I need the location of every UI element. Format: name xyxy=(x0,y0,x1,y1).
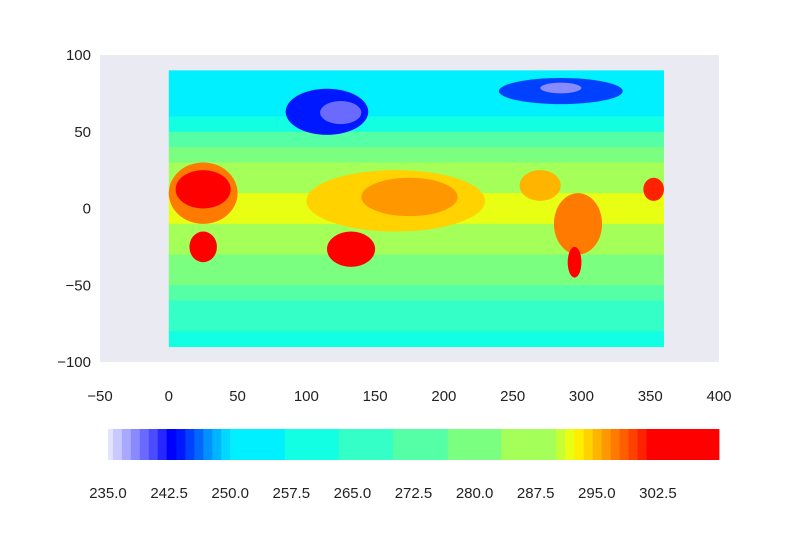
field-band xyxy=(168,131,664,148)
field-band xyxy=(168,300,664,317)
field-region-australia xyxy=(326,231,376,267)
colorbar-segment xyxy=(130,429,141,460)
colorbar-segment xyxy=(148,429,159,460)
colorbar-tick-label: 295.0 xyxy=(578,485,616,502)
field-region-sahara-hot-core xyxy=(175,170,231,209)
colorbar-tick-label: 265.0 xyxy=(334,485,372,502)
temperature-field xyxy=(168,70,664,348)
field-region-west-africa-edge xyxy=(643,177,664,201)
x-tick-label: −50 xyxy=(87,388,112,405)
colorbar-segment xyxy=(139,429,150,460)
x-tick-label: 50 xyxy=(229,388,246,405)
x-tick-label: 300 xyxy=(569,388,594,405)
colorbar-segment xyxy=(284,429,339,460)
field-region-central-america xyxy=(519,170,561,201)
x-tick-label: 100 xyxy=(294,388,319,405)
x-tick-label: 0 xyxy=(165,388,173,405)
y-tick-labels: 100 50 0 −50 −100 xyxy=(57,47,91,371)
colorbar-segment xyxy=(501,429,557,460)
colorbar-segment xyxy=(221,429,231,460)
x-tick-labels: −50 0 50 100 150 200 250 300 350 400 xyxy=(87,388,731,405)
field-band xyxy=(168,269,664,286)
x-tick-label: 150 xyxy=(363,388,388,405)
x-tick-label: 400 xyxy=(706,388,731,405)
colorbar-segment xyxy=(619,429,629,460)
y-tick-label: −50 xyxy=(66,277,91,294)
field-region-greenland-core xyxy=(540,82,582,94)
colorbar-segment xyxy=(601,429,612,460)
colorbar-segment xyxy=(628,429,638,460)
colorbar-segment xyxy=(556,429,566,460)
field-band xyxy=(168,331,664,348)
field-band xyxy=(168,254,664,271)
colorbar-tick-label: 242.5 xyxy=(150,485,188,502)
field-band xyxy=(168,116,664,133)
colorbar-segment xyxy=(108,429,114,460)
colorbar-segment xyxy=(565,429,575,460)
colorbar-segment xyxy=(230,429,286,460)
field-region-patagonia-hot xyxy=(567,246,582,278)
y-tick-label: −100 xyxy=(57,354,91,371)
colorbar-segment xyxy=(176,429,186,460)
colorbar-segment xyxy=(637,429,647,460)
colorbar-tick-label: 287.5 xyxy=(517,485,555,502)
colorbar-segment xyxy=(573,429,585,460)
colorbar-segment xyxy=(583,429,594,460)
colorbar-segment xyxy=(166,429,177,460)
field-band xyxy=(168,101,664,117)
x-tick-label: 200 xyxy=(431,388,456,405)
colorbar-segment xyxy=(112,429,123,460)
field-band xyxy=(168,147,664,163)
colorbar-segment xyxy=(212,429,222,460)
y-tick-label: 100 xyxy=(66,47,91,64)
colorbar-tick-label: 257.5 xyxy=(273,485,311,502)
colorbar-segment xyxy=(194,429,204,460)
field-region-siberia-core xyxy=(320,101,362,125)
colorbar-segment xyxy=(121,429,132,460)
colorbar-segment xyxy=(203,429,213,460)
colorbar-tick-label: 272.5 xyxy=(395,485,433,502)
field-region-southern-africa xyxy=(189,231,217,263)
colorbar xyxy=(108,429,720,460)
field-band xyxy=(168,223,664,240)
colorbar-segment xyxy=(610,429,621,460)
colorbar-segment xyxy=(592,429,603,460)
x-tick-label: 350 xyxy=(638,388,663,405)
colorbar-tick-label: 235.0 xyxy=(89,485,127,502)
field-band xyxy=(168,285,664,302)
colorbar-tick-label: 280.0 xyxy=(456,485,494,502)
field-band xyxy=(168,239,664,256)
field-band xyxy=(168,315,664,332)
colorbar-segment xyxy=(338,429,394,460)
y-tick-label: 50 xyxy=(74,124,91,141)
colorbar-tick-label: 250.0 xyxy=(211,485,249,502)
x-tick-label: 250 xyxy=(500,388,525,405)
field-region-warm-pool xyxy=(361,177,458,217)
colorbar-segment xyxy=(185,429,195,460)
colorbar-segment xyxy=(157,429,168,460)
colorbar-segment xyxy=(646,429,720,460)
colorbar-tick-label: 302.5 xyxy=(639,485,677,502)
colorbar-segment xyxy=(393,429,449,460)
field-region-south-america xyxy=(553,193,603,255)
colorbar-tick-labels: 235.0 242.5 250.0 257.5 265.0 272.5 280.0 287.5… xyxy=(89,485,676,502)
y-tick-label: 0 xyxy=(83,201,91,218)
colorbar-segment xyxy=(447,429,502,460)
